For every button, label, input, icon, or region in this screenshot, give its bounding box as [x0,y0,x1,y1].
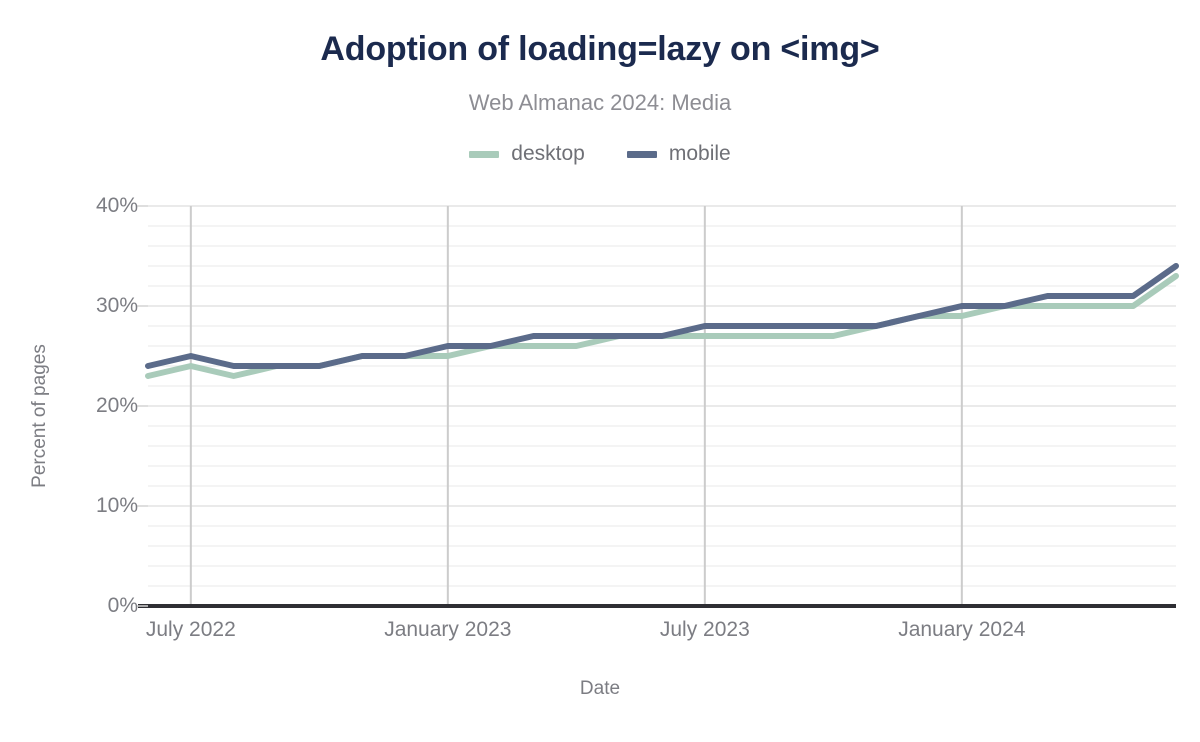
x-tick-label: July 2023 [659,618,750,641]
y-tick-label: 40% [95,194,138,217]
x-tick-label: January 2023 [384,618,512,641]
y-tick-label: 0% [107,594,138,617]
y-tick-label: 10% [95,494,138,517]
chart-title: Adoption of loading=lazy on <img> [320,30,880,68]
legend-label-mobile: mobile [668,142,731,165]
y-tick-label: 20% [95,394,138,417]
x-tick-label: January 2024 [898,618,1026,641]
series-line-mobile [145,263,1179,369]
y-axis-title: Percent of pages [29,344,50,488]
y-tick-label: 30% [95,294,138,317]
chart-subtitle: Web Almanac 2024: Media [468,90,732,115]
chart-legend: desktop mobile [0,142,1200,166]
legend-swatch-mobile [626,150,657,158]
x-tick-label: July 2022 [145,618,236,641]
legend-item-desktop[interactable]: desktop [469,142,585,166]
x-axis-title: Date [579,678,621,699]
legend-item-mobile[interactable]: mobile [626,142,731,166]
legend-label-desktop: desktop [511,142,585,165]
legend-swatch-desktop [469,150,500,158]
